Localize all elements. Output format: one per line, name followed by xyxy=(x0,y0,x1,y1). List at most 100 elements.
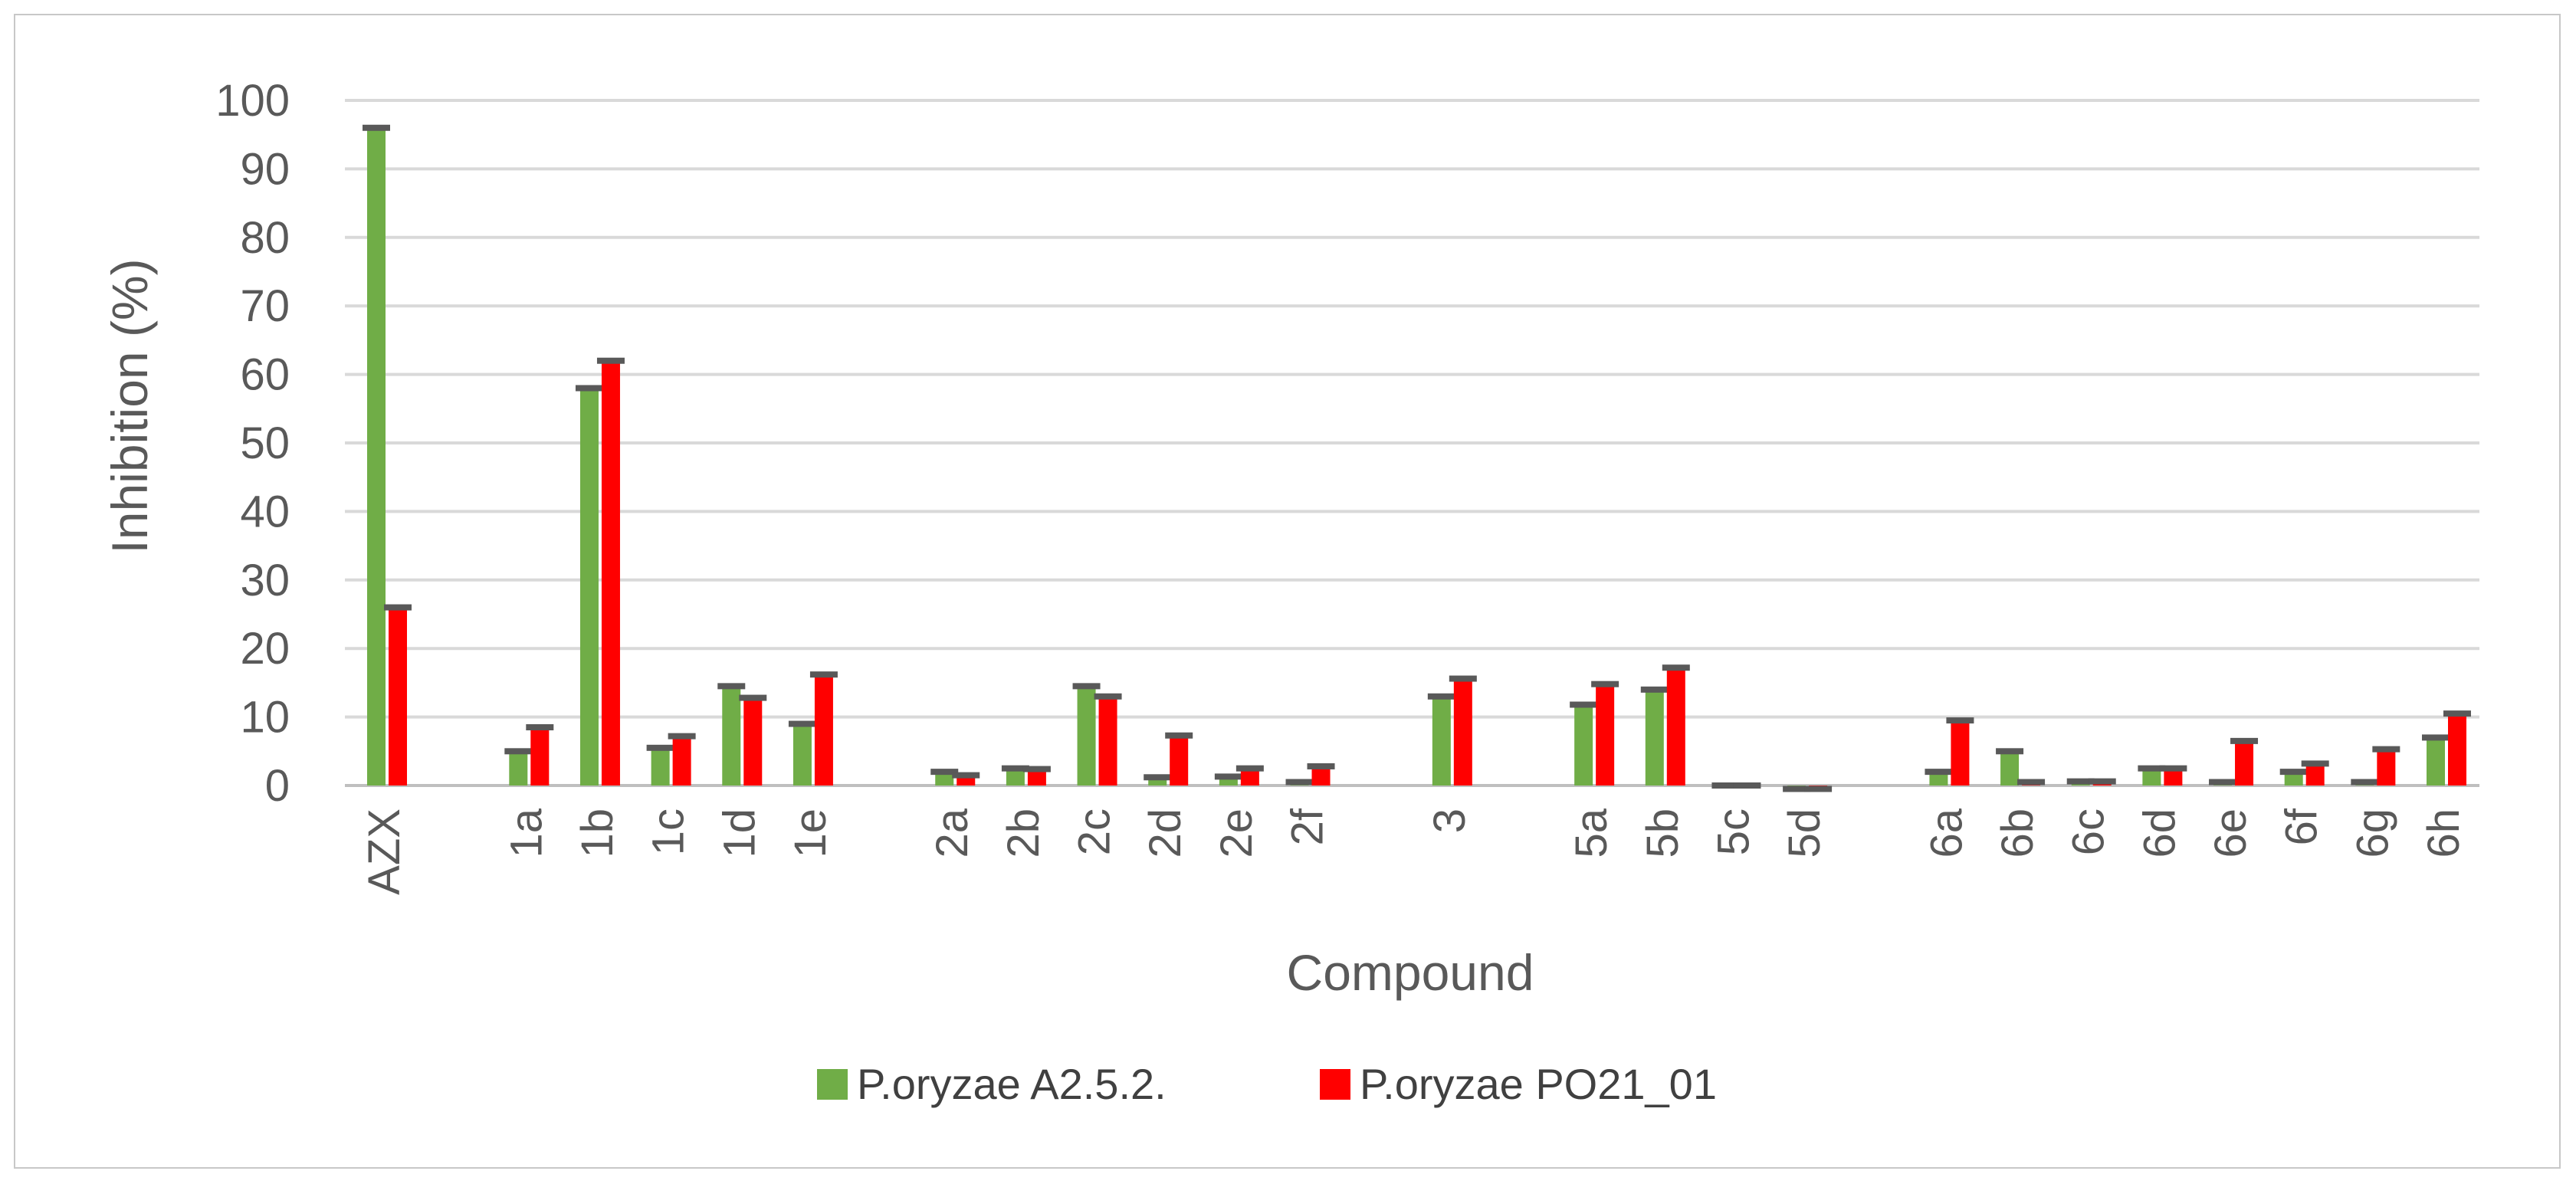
error-bar-cap xyxy=(575,385,603,392)
bar xyxy=(1666,667,1685,786)
y-tick-label: 50 xyxy=(240,418,290,468)
y-tick-label: 70 xyxy=(240,281,290,331)
x-tick-label: 6d xyxy=(2135,808,2184,858)
bar xyxy=(2164,768,2183,786)
x-tick-label: 1b xyxy=(573,808,622,858)
error-bar-cap xyxy=(809,671,838,678)
error-bar-cap xyxy=(717,683,746,690)
error-bar-cap xyxy=(1449,675,1477,682)
bar xyxy=(722,686,741,786)
error-bar-cap xyxy=(1662,664,1690,671)
x-axis-title: Compound xyxy=(1287,944,1534,1001)
error-bar-cap xyxy=(2209,779,2237,786)
error-bar-cap xyxy=(384,604,412,611)
x-tick-label: 2d xyxy=(1140,808,1190,858)
error-bar-cap xyxy=(504,748,533,755)
x-axis-tick-labels: AZX 1a 1b 1c 1d 1e 2a 2b 2c 2d 2e 2f 3 5a 5b 5c 5d 6a 6b 6c… xyxy=(359,808,2469,895)
bar xyxy=(1098,696,1117,786)
bar xyxy=(389,607,407,786)
error-bar-cap xyxy=(930,769,959,776)
gridlines xyxy=(345,99,2479,787)
legend-entry-2: P.oryzae PO21_01 xyxy=(1320,1060,1717,1108)
x-tick-label: 2a xyxy=(927,808,977,858)
bar xyxy=(2377,749,2396,786)
legend-label: P.oryzae PO21_01 xyxy=(1360,1060,1717,1108)
y-axis-title: Inhibition (%) xyxy=(101,258,158,553)
y-axis-tick-labels: 0 10 20 30 40 50 60 70 80 90 100 xyxy=(215,76,290,811)
bar xyxy=(2427,737,2445,786)
error-bar-cap xyxy=(788,720,816,727)
x-tick-label: 1e xyxy=(786,808,835,858)
bar xyxy=(2235,740,2254,786)
bars xyxy=(363,124,2471,792)
error-bar-cap xyxy=(1001,765,1029,772)
bar xyxy=(672,736,691,786)
y-tick-label: 90 xyxy=(240,144,290,194)
y-tick-label: 10 xyxy=(240,693,290,743)
x-tick-label: 5a xyxy=(1567,808,1616,858)
x-tick-label: 6f xyxy=(2277,808,2327,845)
bar xyxy=(530,727,550,786)
error-bar-cap xyxy=(596,357,625,364)
x-tick-label: 2f xyxy=(1283,808,1333,845)
legend: P.oryzae A2.5.2. P.oryzae PO21_01 xyxy=(817,1060,1717,1108)
bar xyxy=(2305,763,2325,786)
bar xyxy=(1596,684,1615,786)
bar xyxy=(1311,766,1331,786)
error-bar-cap xyxy=(363,124,390,131)
series-1 xyxy=(363,124,2450,792)
error-bar-cap xyxy=(1996,748,2024,755)
legend-entry-1: P.oryzae A2.5.2. xyxy=(817,1060,1167,1108)
error-bar-cap xyxy=(526,724,554,731)
bar xyxy=(1645,689,1664,786)
bar xyxy=(509,751,528,786)
error-bar-cap xyxy=(1022,766,1051,772)
bar xyxy=(651,747,670,786)
bar xyxy=(935,772,954,786)
legend-swatch xyxy=(817,1069,848,1100)
y-tick-label: 60 xyxy=(240,350,290,400)
x-tick-label: 6e xyxy=(2206,808,2256,858)
y-tick-label: 20 xyxy=(240,624,290,674)
bar xyxy=(1432,696,1451,786)
bar xyxy=(2448,713,2466,786)
bar xyxy=(1574,704,1593,786)
legend-swatch xyxy=(1320,1069,1350,1100)
error-bar-cap xyxy=(1570,701,1598,708)
x-tick-label: 6a xyxy=(1921,808,1971,858)
x-tick-label: 1c xyxy=(644,808,694,855)
error-bar-cap xyxy=(1733,782,1761,789)
error-bar-cap xyxy=(952,772,980,779)
bar xyxy=(814,674,833,786)
error-bar-cap xyxy=(1235,765,1264,772)
error-bar-cap xyxy=(1804,786,1833,792)
error-bar-cap xyxy=(1711,782,1740,789)
error-bar-cap xyxy=(2088,778,2116,785)
error-bar-cap xyxy=(2351,779,2379,786)
bar xyxy=(1240,768,1259,786)
error-bar-cap xyxy=(1144,774,1172,781)
series-2 xyxy=(384,357,2471,792)
error-bar-cap xyxy=(1072,683,1101,690)
error-bar-cap xyxy=(2372,746,2400,753)
x-tick-label: 2e xyxy=(1212,808,1262,858)
x-tick-label: AZX xyxy=(359,808,409,895)
y-tick-label: 40 xyxy=(240,487,290,536)
bar xyxy=(1027,769,1046,786)
error-bar-cap xyxy=(646,744,674,751)
x-tick-label: 1d xyxy=(714,808,764,858)
error-bar-cap xyxy=(2017,779,2046,786)
error-bar-cap xyxy=(2066,778,2095,785)
bar xyxy=(1951,720,1970,786)
error-bar-cap xyxy=(2138,765,2166,772)
bar xyxy=(2142,768,2161,786)
bar xyxy=(792,723,812,786)
x-tick-label: 2b xyxy=(999,808,1048,858)
y-tick-label: 30 xyxy=(240,556,290,605)
error-bar-cap xyxy=(668,733,696,740)
bar xyxy=(2284,772,2303,786)
bar xyxy=(1006,768,1025,786)
bar xyxy=(1148,777,1167,786)
error-bar-cap xyxy=(2279,769,2308,776)
